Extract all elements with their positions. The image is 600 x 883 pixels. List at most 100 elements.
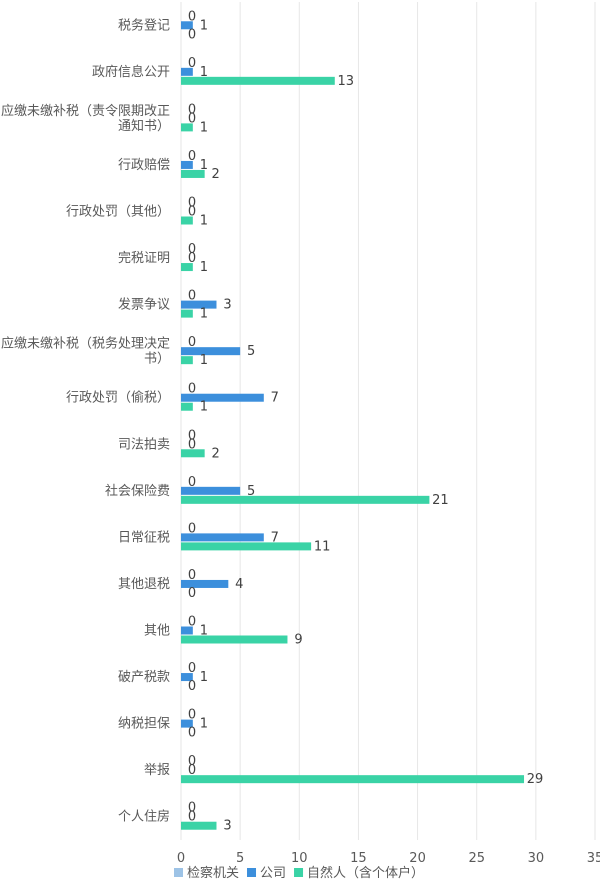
bar bbox=[181, 635, 288, 644]
bar bbox=[181, 719, 193, 728]
data-label: 0 bbox=[188, 754, 196, 769]
x-tick-label: 30 bbox=[528, 851, 545, 866]
data-label: 0 bbox=[188, 586, 196, 601]
data-label: 1 bbox=[200, 65, 208, 80]
bar bbox=[181, 123, 193, 132]
data-label: 0 bbox=[188, 437, 196, 452]
legend-swatch bbox=[247, 868, 257, 877]
data-label: 1 bbox=[200, 18, 208, 33]
legend-swatch bbox=[294, 868, 304, 877]
data-label: 1 bbox=[200, 158, 208, 173]
bar bbox=[181, 160, 193, 169]
category-label: 书） bbox=[144, 352, 170, 367]
data-label: 0 bbox=[188, 521, 196, 536]
bar bbox=[181, 486, 241, 495]
data-label: 7 bbox=[271, 391, 279, 406]
data-label: 13 bbox=[337, 74, 354, 89]
data-label: 1 bbox=[200, 353, 208, 368]
bar bbox=[181, 775, 525, 784]
data-label: 0 bbox=[188, 428, 196, 443]
data-label: 11 bbox=[314, 539, 331, 554]
data-label: 9 bbox=[294, 633, 302, 648]
data-label: 3 bbox=[223, 298, 231, 313]
legend: 检察机关 公司 自然人（含个体户） bbox=[174, 865, 424, 881]
data-label: 1 bbox=[200, 670, 208, 685]
bar bbox=[181, 402, 193, 411]
data-label: 0 bbox=[188, 205, 196, 220]
data-label: 0 bbox=[188, 9, 196, 24]
data-label: 0 bbox=[188, 102, 196, 117]
bar bbox=[181, 67, 193, 76]
x-tick-label: 10 bbox=[291, 851, 308, 866]
x-tick-label: 35 bbox=[587, 851, 600, 866]
bar bbox=[181, 76, 335, 85]
data-label: 0 bbox=[188, 111, 196, 126]
bar bbox=[181, 449, 205, 458]
data-label: 21 bbox=[432, 493, 449, 508]
data-label: 0 bbox=[188, 251, 196, 266]
category-label: 税务登记 bbox=[118, 17, 170, 33]
data-label: 0 bbox=[188, 679, 196, 694]
category-label: 应缴未缴补税（税务处理决定 bbox=[1, 336, 170, 352]
category-label: 通知书） bbox=[118, 118, 170, 134]
data-label: 1 bbox=[200, 717, 208, 732]
x-tick-label: 20 bbox=[409, 851, 426, 866]
data-label: 5 bbox=[247, 344, 255, 359]
data-label: 1 bbox=[200, 260, 208, 275]
x-tick-label: 0 bbox=[177, 851, 185, 866]
data-label: 0 bbox=[188, 335, 196, 350]
bar bbox=[181, 542, 312, 551]
data-label: 2 bbox=[212, 446, 220, 461]
x-axis-ticks: 0 5 10 15 20 25 30 35 bbox=[177, 851, 600, 866]
data-label: 0 bbox=[188, 27, 196, 42]
category-label: 其他退税 bbox=[118, 577, 170, 592]
category-label: 发票争议 bbox=[118, 297, 170, 313]
bar bbox=[181, 347, 241, 356]
data-label: 0 bbox=[188, 475, 196, 490]
data-label: 0 bbox=[188, 289, 196, 304]
bars bbox=[181, 21, 525, 830]
bar bbox=[181, 495, 430, 504]
data-label: 1 bbox=[200, 214, 208, 229]
data-label: 1 bbox=[200, 624, 208, 639]
legend-label: 自然人（含个体户） bbox=[307, 865, 424, 881]
gridlines bbox=[180, 2, 596, 840]
data-label: 2 bbox=[212, 167, 220, 182]
data-label: 1 bbox=[200, 120, 208, 135]
data-label: 0 bbox=[188, 726, 196, 741]
data-label: 0 bbox=[188, 568, 196, 583]
bar bbox=[181, 216, 193, 225]
x-tick-label: 15 bbox=[350, 851, 367, 866]
data-label: 0 bbox=[188, 810, 196, 825]
category-label: 破产税款 bbox=[118, 670, 170, 685]
data-label: 1 bbox=[200, 307, 208, 322]
bar bbox=[181, 309, 193, 318]
data-label: 4 bbox=[235, 577, 243, 592]
data-label: 5 bbox=[247, 484, 255, 499]
category-label: 其他 bbox=[144, 624, 170, 639]
category-label: 社会保险费 bbox=[105, 483, 170, 499]
x-tick-label: 5 bbox=[236, 851, 244, 866]
data-label: 0 bbox=[188, 149, 196, 164]
data-label: 0 bbox=[188, 242, 196, 257]
bar bbox=[181, 263, 193, 272]
data-label: 7 bbox=[271, 530, 279, 545]
bar bbox=[181, 673, 193, 682]
legend-label: 检察机关 bbox=[187, 866, 239, 881]
category-label: 个人住房 bbox=[118, 809, 170, 825]
category-label: 纳税担保 bbox=[118, 717, 170, 732]
bar bbox=[181, 821, 217, 830]
bar bbox=[181, 393, 264, 402]
bar bbox=[181, 356, 193, 365]
bar bbox=[181, 300, 217, 309]
data-label: 0 bbox=[188, 382, 196, 397]
category-label: 应缴未缴补税（责令限期改正 bbox=[1, 103, 170, 119]
x-tick-label: 25 bbox=[468, 851, 485, 866]
data-label: 0 bbox=[188, 801, 196, 816]
category-label: 司法拍卖 bbox=[118, 437, 170, 452]
category-label: 举报 bbox=[144, 763, 170, 778]
bar bbox=[181, 533, 264, 542]
category-label: 完税证明 bbox=[118, 251, 170, 266]
